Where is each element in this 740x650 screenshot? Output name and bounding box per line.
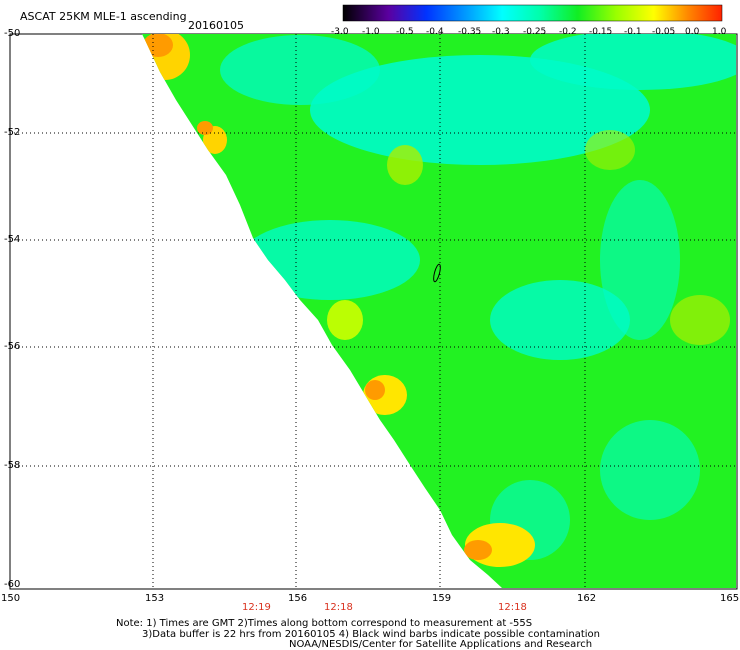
time-label: 12:19 (242, 602, 271, 613)
time-label: 12:18 (324, 602, 353, 613)
colorbar-label: -0.1 (624, 27, 642, 37)
note-line-1: Note: 1) Times are GMT 2)Times along bot… (116, 618, 533, 629)
lat-label: -56 (4, 341, 21, 352)
colorbar-label: -0.35 (458, 27, 482, 37)
map-title: ASCAT 25KM MLE-1 ascending (20, 10, 187, 23)
colorbar-label: -0.3 (492, 27, 510, 37)
lat-label: -54 (4, 234, 21, 245)
gridlines (10, 34, 737, 589)
colorbar-label: -0.5 (396, 27, 414, 37)
note-line-2: 3)Data buffer is 22 hrs from 20160105 4)… (142, 629, 600, 640)
lon-label: 162 (577, 593, 597, 604)
colorbar-label: -1.0 (362, 27, 380, 37)
lat-label: -60 (4, 579, 21, 590)
note-line-3: NOAA/NESDIS/Center for Satellite Applica… (289, 639, 593, 650)
lat-label: -50 (4, 28, 21, 39)
colorbar-label: -0.15 (589, 27, 613, 37)
colorbar-label: -0.05 (652, 27, 676, 37)
time-label: 12:18 (498, 602, 527, 613)
lon-label: 159 (432, 593, 452, 604)
colorbar-label: -0.2 (559, 27, 577, 37)
colorbar (342, 4, 723, 22)
colorbar-label: -0.4 (426, 27, 444, 37)
lon-label: 150 (1, 593, 21, 604)
colorbar-label: -0.25 (523, 27, 547, 37)
colorbar-label: 0.0 (685, 27, 700, 37)
lon-label: 156 (288, 593, 308, 604)
map-date: 20160105 (188, 19, 244, 32)
lon-label: 165 (720, 593, 740, 604)
lat-label: -58 (4, 460, 21, 471)
contamination-barb (433, 263, 441, 283)
lon-label: 153 (145, 593, 165, 604)
lat-label: -52 (4, 127, 21, 138)
colorbar-label: 1.0 (712, 27, 727, 37)
colorbar-label: -3.0 (331, 27, 349, 37)
